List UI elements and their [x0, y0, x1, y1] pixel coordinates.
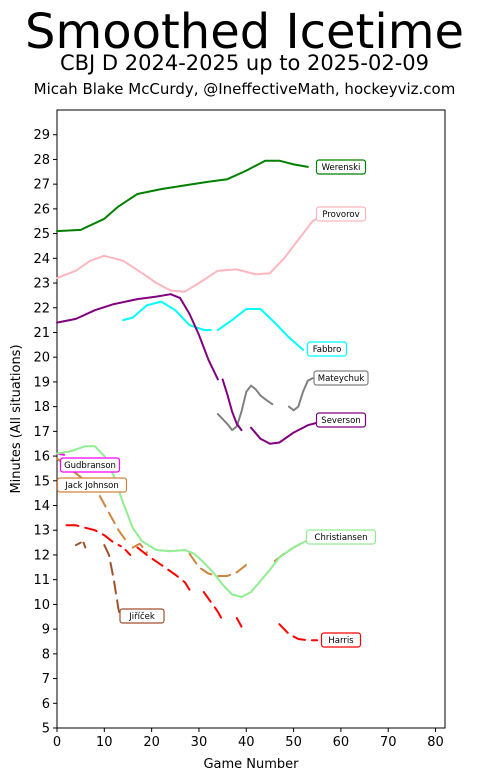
label-gudbranson: Gudbranson	[64, 461, 116, 471]
x-tick-label: 10	[96, 735, 113, 750]
x-tick-label: 30	[191, 735, 208, 750]
x-tick-label: 80	[427, 735, 444, 750]
y-tick-label: 21	[33, 326, 50, 341]
plot-frame	[56, 109, 446, 729]
chart-byline: Micah Blake McCurdy, @IneffectiveMath, h…	[33, 80, 456, 98]
series-line-werenski	[56, 159, 309, 233]
series-line-harris	[278, 623, 319, 642]
x-axis-label: Game Number	[203, 757, 299, 772]
y-tick-label: 29	[33, 128, 50, 143]
series-line-mateychuk	[287, 377, 314, 412]
y-tick-label: 23	[33, 277, 50, 292]
label-box-provorov	[315, 206, 367, 222]
y-tick-label: 22	[33, 301, 50, 316]
y-tick-label: 19	[33, 375, 50, 390]
series-line-christiansen	[56, 445, 323, 598]
label-box-gudbranson	[59, 457, 121, 473]
y-tick-label: 10	[33, 598, 50, 613]
label-box-mateychuk	[313, 370, 369, 386]
series-line-harris	[124, 549, 132, 556]
y-tick-label: 20	[33, 351, 50, 366]
label-jack-johnson: Jack Johnson	[64, 481, 119, 491]
label-ji-ek: Jiříček	[128, 611, 155, 622]
y-tick-label: 27	[33, 178, 50, 193]
series-line-mateychuk	[216, 384, 274, 432]
y-tick-label: 18	[33, 400, 50, 415]
y-tick-label: 13	[33, 524, 50, 539]
label-harris: Harris	[328, 636, 354, 646]
x-tick-label: 60	[333, 735, 350, 750]
series-line-ji-ek	[103, 544, 122, 618]
series-line-provorov	[56, 215, 323, 293]
y-tick-label: 14	[33, 499, 50, 514]
label-box-ji-ek	[119, 608, 165, 624]
series-line-jack-johnson	[131, 542, 148, 554]
chart-subtitle: CBJ D 2024-2025 up to 2025-02-09	[59, 51, 430, 75]
chart-title: Smoothed Icetime	[25, 4, 464, 60]
label-christiansen: Christiansen	[315, 533, 368, 543]
label-box-harris	[320, 632, 362, 648]
series-line-severson	[56, 293, 219, 381]
y-tick-label: 5	[42, 722, 50, 737]
series-line-harris	[65, 524, 122, 548]
series-line-harris	[235, 617, 243, 628]
label-provorov: Provorov	[322, 210, 359, 220]
y-tick-label: 8	[42, 647, 50, 662]
series-line-ji-ek	[82, 541, 87, 549]
series-line-harris	[202, 591, 224, 622]
series-line-jack-johnson	[188, 552, 248, 577]
label-fabbro: Fabbro	[313, 345, 342, 355]
y-tick-label: 12	[33, 548, 50, 563]
label-werenski: Werenski	[322, 163, 361, 173]
y-axis-label: Minutes (All situations)	[9, 344, 24, 493]
label-box-severson	[315, 412, 367, 428]
y-tick-label: 24	[33, 252, 50, 267]
label-box-christiansen	[305, 529, 377, 545]
label-severson: Severson	[321, 416, 360, 426]
x-tick-label: 50	[285, 735, 302, 750]
x-tick-label: 40	[238, 735, 255, 750]
y-tick-label: 16	[33, 450, 50, 465]
x-tick-label: 70	[380, 735, 397, 750]
y-tick-label: 17	[33, 425, 50, 440]
y-tick-label: 7	[42, 672, 50, 687]
label-box-fabbro	[306, 341, 348, 357]
label-box-werenski	[315, 159, 367, 175]
y-tick-label: 11	[33, 573, 50, 588]
series-line-fabbro	[122, 300, 212, 331]
label-box-jack-johnson	[56, 477, 128, 493]
y-tick-label: 26	[33, 202, 50, 217]
y-tick-label: 28	[33, 153, 50, 168]
y-tick-label: 6	[42, 697, 50, 712]
series-line-fabbro	[216, 308, 304, 351]
series-line-severson	[221, 378, 243, 432]
label-mateychuk: Mateychuk	[318, 374, 365, 384]
x-tick-label: 20	[143, 735, 160, 750]
series-line-harris	[136, 546, 191, 591]
series-line-ji-ek	[74, 541, 82, 547]
x-tick-label: 0	[53, 735, 61, 750]
y-tick-label: 15	[33, 474, 50, 489]
y-tick-label: 25	[33, 227, 50, 242]
y-tick-label: 9	[42, 623, 50, 638]
series-line-severson	[250, 420, 323, 445]
